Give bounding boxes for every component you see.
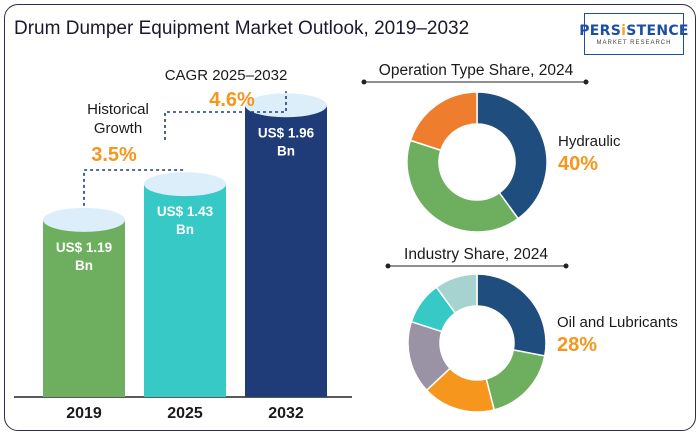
annotation-historical-label: Historical [87,101,149,118]
industry-rule-dot-left [385,263,391,269]
operation-slice-2 [409,91,478,152]
operation-rule-dot-right [583,79,589,85]
bar-value-unit: Bn [176,222,194,237]
industry-slice-5 [435,273,478,315]
industry-highlight-value: 28% [557,334,597,356]
industry-highlight-label: Oil and Lubricants [557,314,678,331]
operation-title: Operation Type Share, 2024 [379,62,574,79]
bar-2019: US$ 1.19 Bn [43,207,125,397]
annotation-historical-value: 3.5% [91,144,137,166]
annotation-historical-label: Growth [94,120,142,137]
bar-cap [144,172,226,197]
bar-body [43,219,125,397]
bar-2032: US$ 1.96 Bn [245,93,327,397]
bar-value-unit: Bn [75,258,93,273]
operation-highlight-label: Hydraulic [558,133,621,150]
operation-slice-1 [406,139,520,233]
industry-title: Industry Share, 2024 [404,246,548,263]
operation-slice-0 [476,91,548,220]
industry-slice-1 [485,349,546,411]
annotation-cagr-value: 4.6% [209,89,255,111]
connector-cagr [164,91,287,140]
operation-rule-dot-left [361,79,367,85]
page-title: Drum Dumper Equipment Market Outlook, 20… [14,18,470,39]
bar-body [245,105,327,397]
x-tick-label: 2032 [268,405,304,422]
bar-value-label: US$ 1.43 [157,204,214,219]
brand-logo: PERSiSTENCE MARKET RESEARCH [579,13,688,55]
bar-value-unit: Bn [277,143,295,158]
annotation-cagr-label: CAGR 2025–2032 [165,67,288,84]
connector-historical [83,169,186,206]
chart-frame [4,4,696,431]
bar-value-label: US$ 1.96 [258,125,315,140]
bar-value-label: US$ 1.19 [56,240,112,255]
bar-body [144,184,226,397]
logo-tagline: MARKET RESEARCH [596,39,672,46]
bar-2025: US$ 1.43 Bn [144,172,226,397]
x-tick-label: 2019 [66,405,102,422]
industry-rule-dot-right [563,263,569,269]
x-tick-label: 2025 [167,405,203,422]
bar-cap [43,207,125,232]
industry-slice-0 [476,273,547,357]
operation-highlight-value: 40% [558,153,598,175]
logo-wordmark: PERSiSTENCE [579,22,689,39]
